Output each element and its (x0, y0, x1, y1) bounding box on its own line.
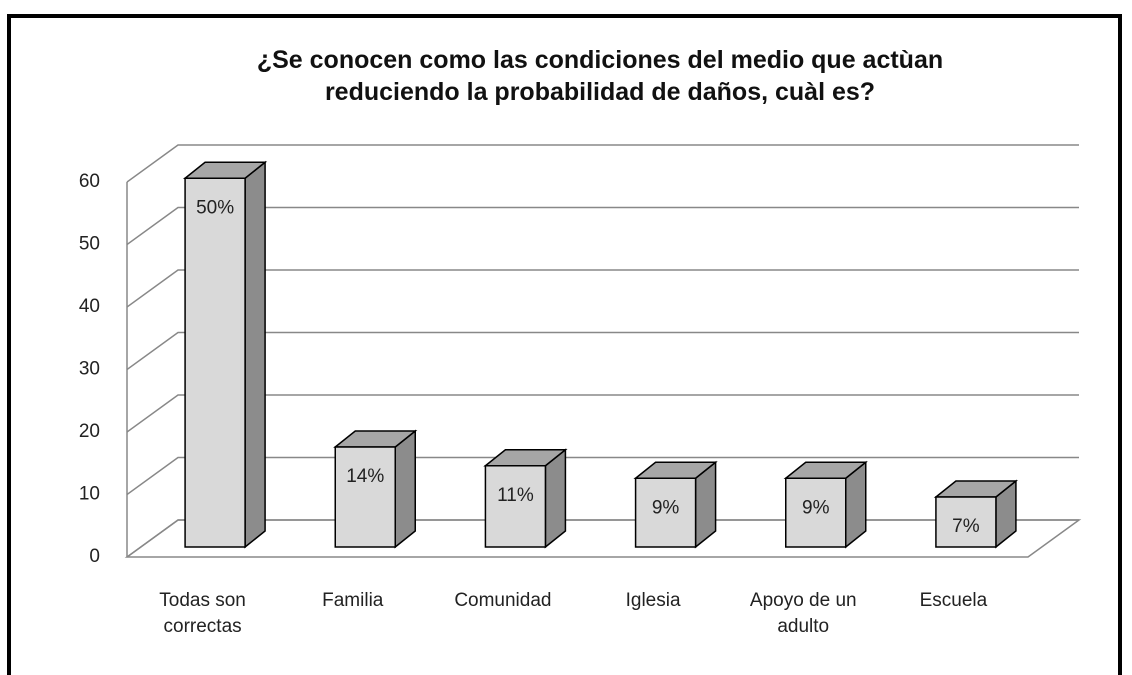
bar (783, 460, 868, 549)
x-tick-label: Comunidad (454, 590, 552, 611)
data-label: 11% (497, 485, 534, 506)
y-tick-label: 30 (79, 359, 100, 380)
bar-face (484, 465, 547, 548)
bar (182, 160, 268, 549)
grid-line (126, 394, 1079, 433)
grid-line (126, 206, 1079, 246)
x-tick-label: Familia (322, 590, 384, 611)
y-tick-label: 60 (79, 171, 100, 192)
frame (7, 14, 1122, 675)
bar-face (634, 477, 697, 548)
grid-line (126, 331, 1079, 371)
grid-line (126, 144, 1079, 183)
bar (633, 460, 718, 549)
bar (933, 479, 1019, 549)
bar-face (244, 160, 266, 549)
bar-face (394, 429, 416, 549)
x-tick-label: Iglesia (625, 590, 681, 611)
bar-face (184, 177, 246, 548)
grid-line (126, 456, 1079, 496)
bar-face (785, 477, 847, 548)
chart-title: ¿Se conocen como las condiciones del med… (256, 46, 944, 106)
bar-face (544, 448, 567, 549)
x-tick-label: Apoyo de un adulto (749, 590, 857, 637)
bar-face (334, 446, 396, 548)
data-label: 50% (196, 197, 234, 218)
bar (333, 429, 418, 549)
data-label: 7% (952, 516, 980, 537)
bar (483, 448, 568, 549)
grid-line (126, 519, 1079, 558)
y-tick-label: 40 (79, 296, 100, 317)
y-tick-label: 20 (79, 421, 100, 442)
x-tick-label: Todas son correctas (159, 590, 246, 637)
data-label: 14% (346, 466, 384, 487)
bar-face (935, 496, 997, 548)
x-tick-label: Escuela (919, 590, 988, 611)
y-tick-label: 10 (79, 484, 100, 505)
grid-line (126, 269, 1079, 308)
data-label: 9% (802, 497, 830, 518)
y-tick-label: 0 (89, 546, 100, 567)
y-tick-label: 50 (79, 234, 100, 255)
data-label: 9% (652, 497, 680, 518)
